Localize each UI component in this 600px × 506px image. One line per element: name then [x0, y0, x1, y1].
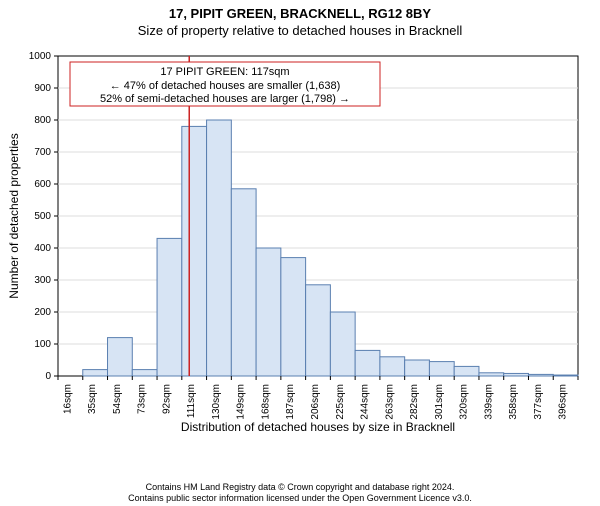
svg-text:130sqm: 130sqm — [211, 384, 222, 420]
svg-text:← 47% of detached houses are s: ← 47% of detached houses are smaller (1,… — [110, 80, 341, 92]
svg-text:700: 700 — [34, 147, 51, 158]
page-title-sub: Size of property relative to detached ho… — [0, 23, 600, 38]
svg-text:187sqm: 187sqm — [285, 384, 296, 420]
svg-text:900: 900 — [34, 83, 51, 94]
svg-text:149sqm: 149sqm — [236, 384, 247, 420]
svg-text:396sqm: 396sqm — [558, 384, 569, 420]
svg-text:500: 500 — [34, 211, 51, 222]
svg-text:111sqm: 111sqm — [186, 384, 197, 418]
svg-text:100: 100 — [34, 339, 51, 350]
svg-text:206sqm: 206sqm — [310, 384, 321, 420]
footer-attribution: Contains HM Land Registry data © Crown c… — [0, 482, 600, 505]
svg-text:800: 800 — [34, 115, 51, 126]
svg-text:17 PIPIT GREEN: 117sqm: 17 PIPIT GREEN: 117sqm — [160, 66, 289, 78]
histogram-chart: 0 100 200 300 400 500 600 700 800 900 1000 16sqm 35s… — [0, 46, 600, 446]
svg-text:320sqm: 320sqm — [459, 384, 470, 420]
page-title-main: 17, PIPIT GREEN, BRACKNELL, RG12 8BY — [0, 6, 600, 21]
svg-text:200: 200 — [34, 307, 51, 318]
svg-text:377sqm: 377sqm — [533, 384, 544, 420]
svg-text:263sqm: 263sqm — [384, 384, 395, 420]
chart-container: 0 100 200 300 400 500 600 700 800 900 1000 16sqm 35s… — [0, 46, 600, 446]
svg-text:0: 0 — [45, 371, 51, 382]
footer-line-1: Contains HM Land Registry data © Crown c… — [0, 482, 600, 493]
svg-text:225sqm: 225sqm — [335, 384, 346, 420]
footer-line-2: Contains public sector information licen… — [0, 493, 600, 504]
svg-text:244sqm: 244sqm — [360, 384, 371, 420]
svg-text:92sqm: 92sqm — [161, 384, 172, 414]
svg-text:Distribution of detached house: Distribution of detached houses by size … — [181, 420, 455, 434]
svg-text:Number of detached properties: Number of detached properties — [7, 133, 21, 298]
svg-text:35sqm: 35sqm — [87, 384, 98, 414]
svg-text:301sqm: 301sqm — [434, 384, 445, 420]
svg-text:168sqm: 168sqm — [260, 384, 271, 420]
svg-text:358sqm: 358sqm — [508, 384, 519, 420]
svg-text:1000: 1000 — [29, 51, 52, 62]
svg-text:600: 600 — [34, 179, 51, 190]
svg-text:54sqm: 54sqm — [112, 384, 123, 414]
svg-text:300: 300 — [34, 275, 51, 286]
svg-text:400: 400 — [34, 243, 51, 254]
svg-text:52% of semi-detached houses ar: 52% of semi-detached houses are larger (… — [100, 93, 350, 105]
svg-text:73sqm: 73sqm — [137, 384, 148, 414]
svg-text:282sqm: 282sqm — [409, 384, 420, 420]
svg-text:339sqm: 339sqm — [483, 384, 494, 420]
svg-text:16sqm: 16sqm — [62, 384, 73, 414]
